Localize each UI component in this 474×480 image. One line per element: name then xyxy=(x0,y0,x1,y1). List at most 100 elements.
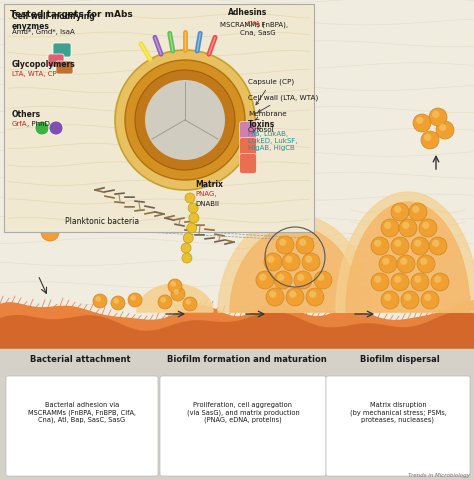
Circle shape xyxy=(371,237,389,255)
Circle shape xyxy=(264,253,282,271)
Text: Matrix disruption
(by mechanical stress; PSMs,
proteases, nucleases): Matrix disruption (by mechanical stress;… xyxy=(350,402,447,423)
Circle shape xyxy=(49,121,63,135)
Circle shape xyxy=(181,243,191,253)
Circle shape xyxy=(95,296,101,302)
FancyBboxPatch shape xyxy=(239,154,256,173)
Circle shape xyxy=(305,256,312,263)
Circle shape xyxy=(188,203,198,213)
FancyBboxPatch shape xyxy=(56,61,73,74)
Circle shape xyxy=(411,237,429,255)
Circle shape xyxy=(266,288,284,306)
Circle shape xyxy=(44,226,51,233)
Circle shape xyxy=(183,233,193,243)
Circle shape xyxy=(391,237,409,255)
Circle shape xyxy=(279,239,286,246)
Text: GrfA: GrfA xyxy=(12,121,27,127)
Circle shape xyxy=(424,294,431,301)
Circle shape xyxy=(394,206,401,213)
Circle shape xyxy=(294,271,312,289)
Circle shape xyxy=(416,117,423,124)
Polygon shape xyxy=(137,284,213,312)
Circle shape xyxy=(400,258,407,265)
Circle shape xyxy=(282,253,300,271)
Circle shape xyxy=(259,274,266,281)
Circle shape xyxy=(409,203,427,221)
Text: LTA, WTA, CP: LTA, WTA, CP xyxy=(12,71,56,77)
Circle shape xyxy=(35,121,49,135)
Circle shape xyxy=(384,294,392,301)
Polygon shape xyxy=(0,311,474,348)
Polygon shape xyxy=(218,215,372,312)
Circle shape xyxy=(173,289,179,295)
Circle shape xyxy=(135,70,235,170)
Circle shape xyxy=(384,222,392,229)
Circle shape xyxy=(256,271,274,289)
Circle shape xyxy=(111,296,125,310)
Circle shape xyxy=(394,276,401,283)
Circle shape xyxy=(128,293,142,307)
Circle shape xyxy=(39,206,46,213)
FancyBboxPatch shape xyxy=(53,43,71,57)
Text: Adhesins: Adhesins xyxy=(228,8,268,17)
Circle shape xyxy=(302,253,320,271)
Circle shape xyxy=(411,273,429,291)
Text: Membrane: Membrane xyxy=(248,111,287,120)
FancyBboxPatch shape xyxy=(239,121,256,142)
Text: Amd*, Gmd*, IsaA: Amd*, Gmd*, IsaA xyxy=(12,29,75,35)
Circle shape xyxy=(286,288,304,306)
Circle shape xyxy=(399,219,417,237)
Circle shape xyxy=(187,223,197,233)
Circle shape xyxy=(379,255,397,273)
Polygon shape xyxy=(346,202,470,312)
Circle shape xyxy=(394,240,401,247)
Circle shape xyxy=(269,291,276,298)
Circle shape xyxy=(436,121,454,139)
Circle shape xyxy=(413,114,431,132)
Circle shape xyxy=(171,287,185,301)
Text: Matrix: Matrix xyxy=(195,180,223,189)
Circle shape xyxy=(289,291,296,298)
Circle shape xyxy=(381,219,399,237)
Text: Toxins: Toxins xyxy=(248,120,275,129)
Text: Biofilm dispersal: Biofilm dispersal xyxy=(360,355,440,364)
FancyBboxPatch shape xyxy=(6,376,158,476)
Circle shape xyxy=(439,124,447,131)
FancyBboxPatch shape xyxy=(239,137,256,157)
Circle shape xyxy=(113,298,119,304)
Circle shape xyxy=(277,274,284,281)
Text: Bacterial adhesion via
MSCRAMMs (FnBPA, FnBPB, ClfA,
Cna), Atl, Bap, SasC, SasG: Bacterial adhesion via MSCRAMMs (FnBPA, … xyxy=(28,402,136,423)
Text: Biofilm formation and maturation: Biofilm formation and maturation xyxy=(167,355,327,364)
FancyBboxPatch shape xyxy=(160,376,326,476)
Circle shape xyxy=(306,288,324,306)
Circle shape xyxy=(296,236,314,254)
Text: Glycopolymers: Glycopolymers xyxy=(12,60,76,69)
Circle shape xyxy=(267,256,274,263)
Text: , PhnD: , PhnD xyxy=(27,121,50,127)
Circle shape xyxy=(299,239,306,246)
Text: Cell wall-modifying
enyzmes: Cell wall-modifying enyzmes xyxy=(12,12,95,31)
Text: Proliferation, cell aggregation
(via SasG), and matrix production
(PNAG, eDNA, p: Proliferation, cell aggregation (via Sas… xyxy=(187,402,300,423)
Circle shape xyxy=(434,276,441,283)
Circle shape xyxy=(285,256,292,263)
Circle shape xyxy=(412,206,419,213)
Text: Cytosol: Cytosol xyxy=(248,127,274,133)
Circle shape xyxy=(182,253,192,263)
Text: ClfA: ClfA xyxy=(247,21,261,27)
Circle shape xyxy=(414,240,421,247)
Circle shape xyxy=(374,240,382,247)
Text: Cell wall (LTA, WTA): Cell wall (LTA, WTA) xyxy=(248,95,318,112)
Circle shape xyxy=(189,213,199,223)
Circle shape xyxy=(419,219,437,237)
Circle shape xyxy=(51,211,69,229)
Circle shape xyxy=(125,60,245,180)
Text: Others: Others xyxy=(12,110,41,119)
Circle shape xyxy=(183,297,197,311)
Circle shape xyxy=(431,273,449,291)
Circle shape xyxy=(401,291,419,309)
Circle shape xyxy=(23,213,41,231)
Circle shape xyxy=(41,223,59,241)
Circle shape xyxy=(432,240,439,247)
Text: Bacterial attachment: Bacterial attachment xyxy=(30,355,130,364)
Text: Tested targets for mAbs: Tested targets for mAbs xyxy=(10,10,133,19)
Text: DNABII: DNABII xyxy=(195,201,219,207)
